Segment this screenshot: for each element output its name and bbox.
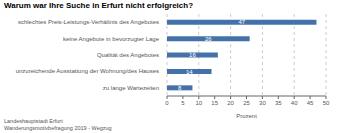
html-text:Warum war Ihre Suche in Erfurt: Warum war Ihre Suche in Erfurt nicht erf…	[4, 1, 194, 10]
svg-text:50: 50	[323, 100, 330, 106]
svg-text:0: 0	[165, 100, 169, 106]
svg-text:15: 15	[211, 100, 218, 106]
svg-text:5: 5	[181, 100, 185, 106]
svg-text:Prozent: Prozent	[236, 113, 257, 118]
svg-text:unzureichende Ausstattung der: unzureichende Ausstattung der Wohnung/de…	[16, 68, 159, 74]
svg-text:25: 25	[243, 100, 250, 106]
svg-text:45: 45	[307, 100, 314, 106]
html-text:Wanderungsmotivbefragung 2019: Wanderungsmotivbefragung 2019 - Wegzug	[4, 125, 112, 131]
svg-text:16: 16	[189, 52, 196, 58]
svg-text:keine Angebote in bevorzugter: keine Angebote in bevorzugter Lage	[63, 36, 160, 42]
svg-text:10: 10	[195, 100, 202, 106]
svg-text:Qualität des Angebotes: Qualität des Angebotes	[97, 52, 159, 58]
svg-text:zu lange Wartezeiten: zu lange Wartezeiten	[103, 85, 159, 91]
svg-text:30: 30	[259, 100, 266, 106]
svg-text:20: 20	[227, 100, 234, 106]
svg-text:8: 8	[178, 85, 182, 91]
svg-text:47: 47	[238, 19, 245, 25]
svg-text:26: 26	[205, 36, 212, 42]
svg-text:14: 14	[186, 69, 193, 75]
svg-text:schlechtes Preis-Leistungs-Ver: schlechtes Preis-Leistungs-Verhältnis de…	[18, 19, 159, 25]
svg-text:40: 40	[291, 100, 298, 106]
html-text:Landeshauptstadt Erfurt: Landeshauptstadt Erfurt	[4, 118, 63, 124]
svg-text:35: 35	[275, 100, 282, 106]
